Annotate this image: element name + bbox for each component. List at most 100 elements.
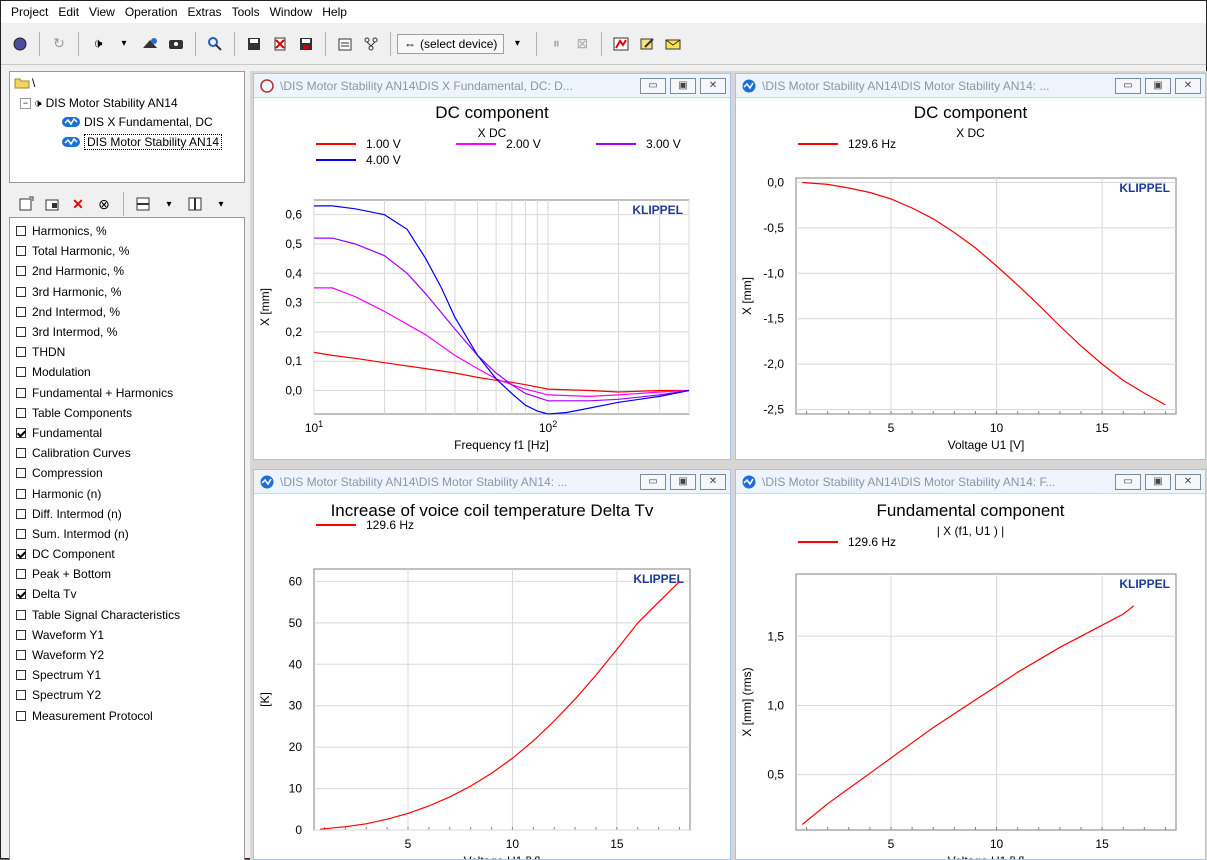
reload-icon[interactable]: ↻	[53, 35, 65, 51]
mail-icon[interactable]	[663, 33, 683, 55]
pause-icon[interactable]: ⏸	[552, 35, 560, 51]
operation-checkbox[interactable]	[16, 226, 26, 237]
menu-edit[interactable]: Edit	[58, 5, 80, 19]
network-icon[interactable]	[361, 33, 381, 55]
operation-checkbox[interactable]	[16, 670, 26, 681]
chart-icon[interactable]	[611, 33, 631, 55]
edit-icon[interactable]	[637, 33, 657, 55]
operation-checkbox[interactable]	[16, 488, 26, 499]
operation-item[interactable]: Harmonics, %	[10, 221, 244, 241]
operation-item[interactable]: Harmonic (n)	[10, 483, 244, 503]
minimize-button[interactable]: ▭	[1115, 77, 1141, 94]
operation-checkbox[interactable]	[16, 246, 26, 257]
operation-item[interactable]: Fundamental	[10, 423, 244, 443]
maximize-button[interactable]: ▣	[1145, 473, 1171, 490]
operation-checkbox[interactable]	[16, 448, 26, 459]
operation-item[interactable]: Measurement Protocol	[10, 706, 244, 726]
database-icon[interactable]	[10, 33, 30, 55]
chevron-down-icon[interactable]: ▾	[514, 38, 520, 49]
new-operation-icon[interactable]	[16, 193, 36, 215]
operation-item[interactable]: Table Components	[10, 403, 244, 423]
operation-item[interactable]: Fundamental + Harmonics	[10, 383, 244, 403]
operation-item[interactable]: 3rd Intermod, %	[10, 322, 244, 342]
dropdown-icon[interactable]: ▾	[121, 38, 127, 49]
operation-item[interactable]: Diff. Intermod (n)	[10, 504, 244, 524]
minimize-button[interactable]: ▭	[1115, 473, 1141, 490]
operation-checkbox[interactable]	[16, 427, 26, 438]
operation-checkbox[interactable]	[16, 650, 26, 661]
operation-item[interactable]: Spectrum Y1	[10, 665, 244, 685]
search-icon[interactable]	[205, 33, 225, 55]
connect-icon[interactable]	[166, 33, 186, 55]
device-select-button[interactable]: ⇔ (select device)	[397, 33, 505, 54]
chevron-down-icon[interactable]: ▾	[166, 198, 172, 210]
minimize-button[interactable]: ▭	[640, 77, 666, 94]
operation-item[interactable]: Table Signal Characteristics	[10, 605, 244, 625]
operation-item[interactable]: Spectrum Y2	[10, 685, 244, 705]
speaker-icon[interactable]: 🕩	[93, 35, 103, 51]
operation-checkbox[interactable]	[16, 629, 26, 640]
close-icon[interactable]: ✕	[72, 195, 84, 212]
operation-item[interactable]: Compression	[10, 463, 244, 483]
close-button[interactable]: ✕	[1175, 77, 1201, 94]
operation-checkbox[interactable]	[16, 508, 26, 519]
operation-checkbox[interactable]	[16, 710, 26, 721]
operation-item[interactable]: Delta Tv	[10, 584, 244, 604]
menu-help[interactable]: Help	[322, 5, 347, 19]
window-titlebar[interactable]: \DIS Motor Stability AN14\DIS Motor Stab…	[736, 470, 1205, 494]
operation-item[interactable]: THDN	[10, 342, 244, 362]
menu-extras[interactable]: Extras	[187, 5, 222, 19]
window-titlebar[interactable]: \DIS Motor Stability AN14\DIS X Fundamen…	[254, 74, 730, 98]
operation-item[interactable]: 3rd Harmonic, %	[10, 282, 244, 302]
close-button[interactable]: ✕	[700, 77, 726, 94]
operation-item[interactable]: Calibration Curves	[10, 443, 244, 463]
stop-icon[interactable]: ⊠	[576, 35, 589, 51]
save-as-icon[interactable]	[296, 33, 316, 55]
tree-item-child-selected[interactable]: DIS Motor Stability AN14	[62, 133, 223, 151]
operation-checkbox[interactable]	[16, 589, 26, 600]
operation-checkbox[interactable]	[16, 407, 26, 418]
menu-project[interactable]: Project	[11, 5, 49, 19]
delete-icon[interactable]	[270, 33, 290, 55]
properties-icon[interactable]	[335, 33, 355, 55]
operation-item[interactable]: Sum. Intermod (n)	[10, 524, 244, 544]
operation-checkbox[interactable]	[16, 387, 26, 398]
operation-checkbox[interactable]	[16, 690, 26, 701]
tree-collapse-icon[interactable]: −	[20, 97, 31, 109]
operation-checkbox[interactable]	[16, 286, 26, 297]
play-device-icon[interactable]	[140, 33, 160, 55]
operation-item[interactable]: 2nd Harmonic, %	[10, 261, 244, 281]
operation-item[interactable]: Peak + Bottom	[10, 564, 244, 584]
operation-checkbox[interactable]	[16, 468, 26, 479]
window-titlebar[interactable]: \DIS Motor Stability AN14\DIS Motor Stab…	[254, 470, 730, 494]
menu-tools[interactable]: Tools	[231, 5, 260, 19]
maximize-button[interactable]: ▣	[1145, 77, 1171, 94]
operation-checkbox[interactable]	[16, 327, 26, 338]
menu-operation[interactable]: Operation	[124, 5, 178, 19]
copy-operation-icon[interactable]	[42, 193, 62, 215]
close-button[interactable]: ✕	[700, 473, 726, 490]
operation-checkbox[interactable]	[16, 609, 26, 620]
operation-item[interactable]: DC Component	[10, 544, 244, 564]
operation-checkbox[interactable]	[16, 569, 26, 580]
menu-window[interactable]: Window	[269, 5, 313, 19]
window-titlebar[interactable]: \DIS Motor Stability AN14\DIS Motor Stab…	[736, 74, 1205, 98]
save-icon[interactable]	[244, 33, 264, 55]
operation-checkbox[interactable]	[16, 306, 26, 317]
operation-item[interactable]: Waveform Y1	[10, 625, 244, 645]
operation-checkbox[interactable]	[16, 528, 26, 539]
operation-checkbox[interactable]	[16, 266, 26, 277]
chevron-down-icon[interactable]: ▾	[218, 198, 224, 210]
operation-item[interactable]: Waveform Y2	[10, 645, 244, 665]
vertical-layout-icon[interactable]	[185, 193, 205, 215]
tree-item-project[interactable]: − 🕩 DIS Motor Stability AN14	[20, 94, 178, 112]
operation-checkbox[interactable]	[16, 367, 26, 378]
tree-root[interactable]: \	[14, 74, 35, 92]
maximize-button[interactable]: ▣	[670, 77, 696, 94]
operation-item[interactable]: Total Harmonic, %	[10, 241, 244, 261]
maximize-button[interactable]: ▣	[670, 473, 696, 490]
operation-item[interactable]: Modulation	[10, 362, 244, 382]
operation-item[interactable]: 2nd Intermod, %	[10, 302, 244, 322]
tree-item-child[interactable]: DIS X Fundamental, DC	[62, 113, 213, 131]
horizontal-layout-icon[interactable]	[133, 193, 153, 215]
